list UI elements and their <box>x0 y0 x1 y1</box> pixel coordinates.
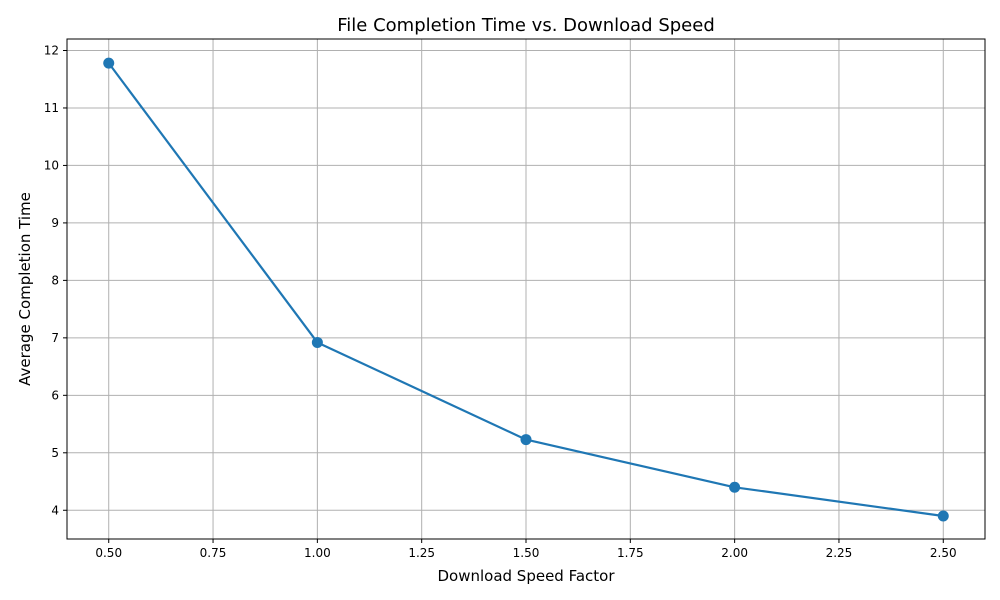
data-point <box>729 481 741 493</box>
series-layer <box>103 57 949 522</box>
y-tick-label: 10 <box>44 158 59 172</box>
x-tick-label: 0.50 <box>95 546 122 560</box>
data-point <box>311 336 323 348</box>
x-tick-label: 2.50 <box>930 546 957 560</box>
x-axis-label: Download Speed Factor <box>437 567 615 585</box>
data-point <box>520 434 532 446</box>
grid <box>67 39 985 539</box>
y-tick-label: 4 <box>51 503 59 517</box>
y-tick-label: 8 <box>51 273 59 287</box>
x-tick-label: 0.75 <box>200 546 227 560</box>
x-tick-label: 1.75 <box>617 546 644 560</box>
x-tick-label: 2.00 <box>721 546 748 560</box>
y-tick-label: 5 <box>51 446 59 460</box>
x-tick-label: 1.50 <box>513 546 540 560</box>
y-tick-label: 7 <box>51 331 59 345</box>
y-tick-label: 11 <box>44 101 59 115</box>
y-tick-label: 6 <box>51 388 59 402</box>
ticks: 0.50 0.75 1.00 1.25 1.50 1.75 2.00 2.25 2.50 4 5 6 7… <box>44 43 957 560</box>
x-tick-label: 1.25 <box>408 546 435 560</box>
y-tick-label: 9 <box>51 216 59 230</box>
data-point <box>937 510 949 522</box>
x-tick-label: 2.25 <box>826 546 853 560</box>
y-tick-label: 12 <box>44 43 59 57</box>
data-point <box>103 57 115 69</box>
x-tick-label: 1.00 <box>304 546 331 560</box>
chart-title: File Completion Time vs. Download Speed <box>337 15 715 36</box>
y-axis-label: Average Completion Time <box>16 192 34 386</box>
